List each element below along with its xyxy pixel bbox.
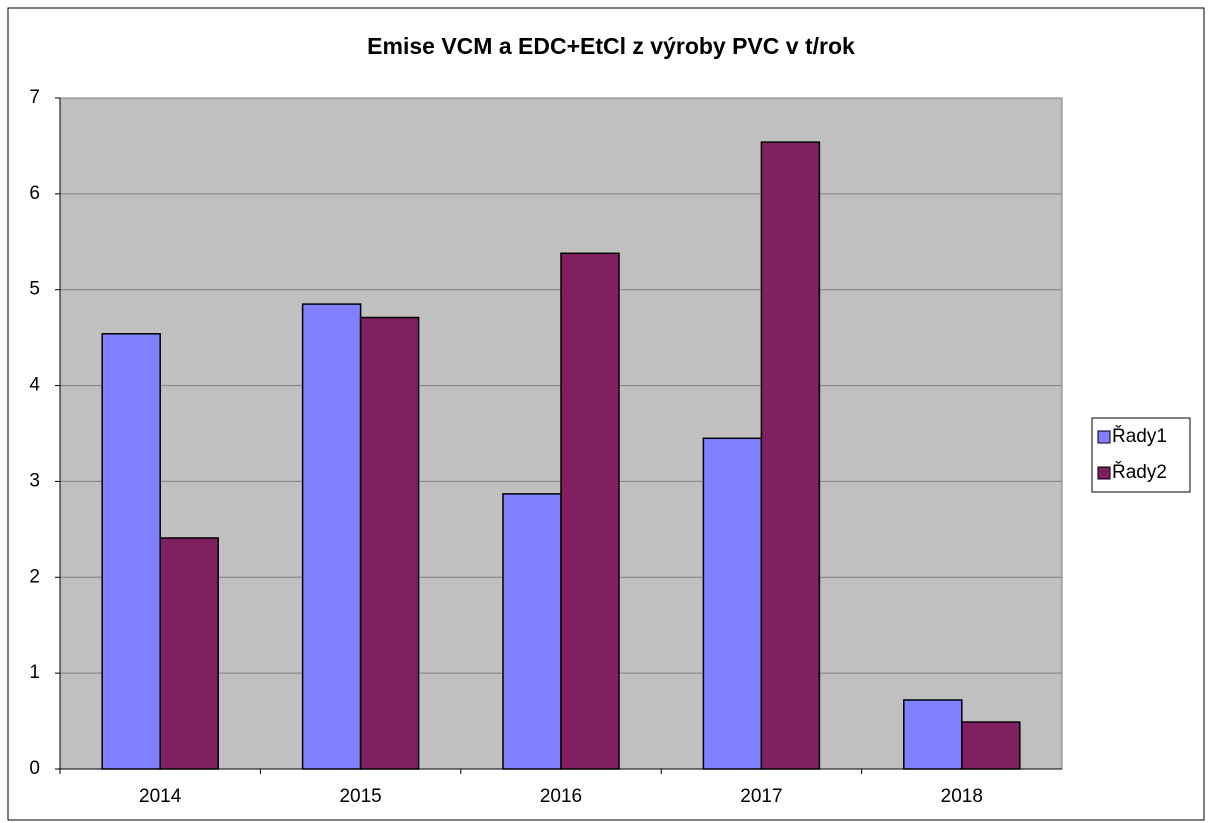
- y-tick-label: 0: [29, 758, 40, 779]
- bar: [359, 316, 420, 770]
- bar: [101, 333, 161, 770]
- y-tick-label: 7: [29, 87, 40, 108]
- chart-title: Emise VCM a EDC+EtCl z výroby PVC v t/ro…: [367, 33, 855, 59]
- bar: [702, 437, 763, 770]
- y-tick-label: 4: [29, 375, 40, 396]
- y-tick-label: 6: [29, 183, 40, 204]
- y-tick-label: 5: [29, 279, 40, 300]
- bar: [560, 252, 620, 770]
- y-tick-label: 1: [29, 662, 40, 683]
- x-tick-label: 2015: [339, 786, 381, 807]
- x-tick-label: 2016: [540, 786, 582, 807]
- legend-swatch: [1097, 430, 1111, 444]
- bar: [502, 493, 562, 770]
- legend-label: Řady1: [1112, 425, 1167, 447]
- y-tick-label: 3: [29, 470, 40, 491]
- legend-swatch: [1097, 466, 1111, 480]
- bar: [159, 537, 219, 770]
- bar: [760, 141, 821, 770]
- bar: [903, 699, 963, 770]
- x-tick-label: 2018: [941, 786, 983, 807]
- bar: [961, 721, 1021, 770]
- legend-label: Řady2: [1112, 461, 1167, 483]
- x-tick-label: 2014: [139, 786, 182, 807]
- bar: [301, 303, 362, 770]
- legend-box: [1091, 417, 1191, 493]
- y-tick-label: 2: [29, 566, 40, 587]
- x-tick-label: 2017: [740, 786, 782, 807]
